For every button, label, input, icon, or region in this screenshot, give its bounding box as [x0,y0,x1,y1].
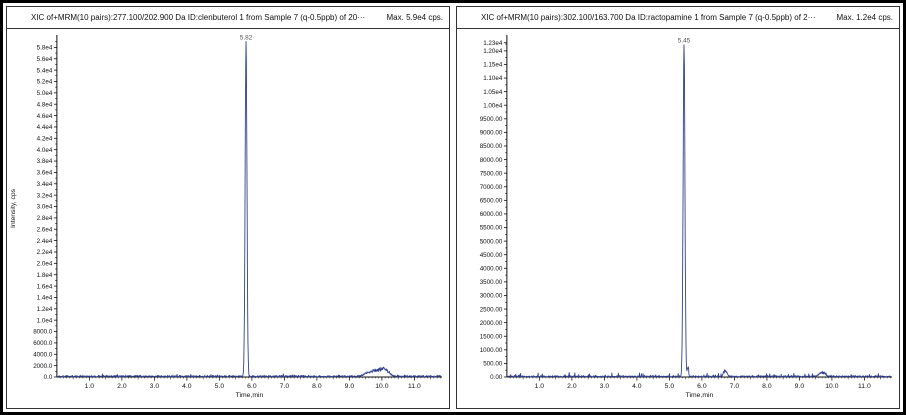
x-tick-label: 5.0 [665,383,675,390]
x-tick-label: 2.0 [567,383,577,390]
chromatogram-svg: 0.0 2000.0 4000.0 6000.0 8000.0 1.0e4 1.2e4 1.4… [10,34,443,399]
y-tick-label: 8000.00 [480,157,503,164]
y-tick-label: 3.0e4 [37,204,53,211]
x-tick-label: 3.0 [150,383,160,390]
y-tick-label: 7000.00 [480,184,503,191]
chromatogram-plot: 0.00 500.00 1000.00 1500.00 2000.00 2500.00 30… [457,29,899,408]
y-tick-label: 4.8e4 [37,101,53,108]
x-tick-label: 4.0 [632,383,642,390]
y-tick-label: 2500.00 [480,306,503,313]
y-tick-label: 5.6e4 [37,56,53,63]
y-tick-label: 1.10e4 [483,75,503,82]
x-tick-label: 4.0 [182,383,192,390]
y-tick-label: 8500.00 [480,143,503,150]
y-tick-label: 3000.00 [480,293,503,300]
y-tick-label: 1.00e4 [483,102,503,109]
peak-retention-time-label: 5.45 [678,37,691,44]
y-tick-label: 4.4e4 [37,124,53,131]
x-axis-title: Time,min [236,392,264,399]
y-tick-label: 2000.0 [33,363,53,370]
chromatogram-svg: 0.00 500.00 1000.00 1500.00 2000.00 2500.00 30… [480,35,893,399]
y-tick-label: 1.20e4 [483,48,503,55]
y-tick-label: 1500.00 [480,333,503,340]
x-tick-label: 2.0 [117,383,127,390]
chromatogram-trace [57,41,442,378]
y-tick-label: 4.6e4 [37,113,53,120]
chromatogram-trace [507,44,892,378]
x-tick-label: 6.0 [697,383,707,390]
x-tick-label: 5.0 [215,383,225,390]
max-intensity-label: Max. 1.2e4 cps. [836,13,893,22]
y-tick-label: 2.6e4 [37,226,53,233]
y-axis-title: Intensity, cps [10,188,17,228]
y-tick-label: 1000.00 [480,347,503,354]
x-tick-label: 11.0 [858,383,871,390]
y-tick-label: 4.0e4 [37,147,53,154]
y-tick-label: 1.0e4 [37,317,53,324]
y-tick-label: 4500.00 [480,252,503,259]
y-tick-label: 4000.00 [480,265,503,272]
x-tick-label: 8.0 [762,383,772,390]
y-tick-label: 3.6e4 [37,170,53,177]
y-tick-label: 5.8e4 [37,45,53,52]
y-tick-label: 5.0e4 [37,90,53,97]
x-tick-label: 1.0 [535,383,545,390]
y-tick-label: 2000.00 [480,320,503,327]
y-tick-label: 4.2e4 [37,136,53,143]
y-tick-label: 2.4e4 [37,238,53,245]
y-tick-label: 1.2e4 [37,306,53,313]
x-tick-label: 3.0 [600,383,610,390]
y-tick-label: 1.4e4 [37,295,53,302]
panel-title: XIC of+MRM(10 pairs):302.100/163.700 Da … [481,13,816,22]
y-tick-label: 6000.0 [33,340,53,347]
x-tick-label: 10.0 [825,383,838,390]
y-tick-label: 9000.00 [480,130,503,137]
x-tick-label: 9.0 [795,383,805,390]
y-tick-label: 8000.0 [33,329,53,336]
x-tick-label: 7.0 [280,383,290,390]
y-tick-label: 1.05e4 [483,89,503,96]
panel-header: XIC of+MRM(10 pairs):277.100/202.900 Da … [7,7,449,29]
y-tick-label: 5.4e4 [37,67,53,74]
y-tick-label: 3500.00 [480,279,503,286]
panel-header: XIC of+MRM(10 pairs):302.100/163.700 Da … [457,7,899,29]
y-tick-label: 500.00 [483,361,503,368]
y-tick-label: 3.4e4 [37,181,53,188]
y-tick-label: 5000.00 [480,238,503,245]
y-tick-label: 1.6e4 [37,283,53,290]
panel-title: XIC of+MRM(10 pairs):277.100/202.900 Da … [31,13,366,22]
x-axis-title: Time,min [686,392,714,399]
x-tick-label: 7.0 [730,383,740,390]
x-tick-label: 1.0 [85,383,95,390]
chromatogram-panel-ractopamine: XIC of+MRM(10 pairs):302.100/163.700 Da … [456,6,900,409]
y-tick-label: 3.2e4 [37,192,53,199]
y-tick-label: 2.8e4 [37,215,53,222]
x-tick-label: 10.0 [375,383,388,390]
x-tick-label: 6.0 [247,383,257,390]
peak-retention-time-label: 5.82 [240,34,253,41]
x-tick-label: 8.0 [312,383,322,390]
y-tick-label: 2.2e4 [37,249,53,256]
y-tick-label: 5.2e4 [37,79,53,86]
y-tick-label: 6000.00 [480,211,503,218]
y-tick-label: 5500.00 [480,225,503,232]
y-tick-label: 2.0e4 [37,261,53,268]
chromatogram-panel-clenbuterol: XIC of+MRM(10 pairs):277.100/202.900 Da … [6,6,450,409]
x-tick-label: 9.0 [345,383,355,390]
y-tick-label: 7500.00 [480,170,503,177]
y-tick-label: 1.8e4 [37,272,53,279]
y-tick-label: 4000.0 [33,351,53,358]
y-tick-label: 1.15e4 [483,62,503,69]
x-tick-label: 11.0 [408,383,421,390]
y-tick-label: 0.00 [490,374,503,381]
y-tick-label: 1.23e4 [483,40,503,47]
y-tick-label: 3.8e4 [37,158,53,165]
y-tick-label: 6500.00 [480,198,503,205]
max-intensity-label: Max. 5.9e4 cps. [386,13,443,22]
y-tick-label: 0.0 [44,374,53,381]
chromatogram-plot: 0.0 2000.0 4000.0 6000.0 8000.0 1.0e4 1.2e4 1.4… [7,29,449,408]
y-tick-label: 9500.00 [480,116,503,123]
